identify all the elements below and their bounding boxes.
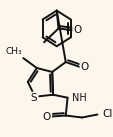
Text: NH: NH — [71, 93, 86, 103]
Text: Cl: Cl — [102, 109, 112, 119]
Text: O: O — [73, 25, 81, 35]
Text: S: S — [31, 93, 37, 103]
Text: O: O — [80, 62, 88, 72]
Text: O: O — [42, 112, 51, 122]
Text: CH₃: CH₃ — [6, 47, 22, 56]
